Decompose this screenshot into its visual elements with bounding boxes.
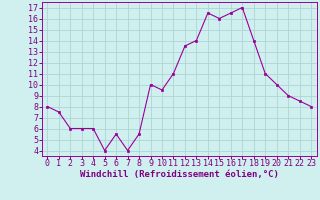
X-axis label: Windchill (Refroidissement éolien,°C): Windchill (Refroidissement éolien,°C) (80, 170, 279, 179)
